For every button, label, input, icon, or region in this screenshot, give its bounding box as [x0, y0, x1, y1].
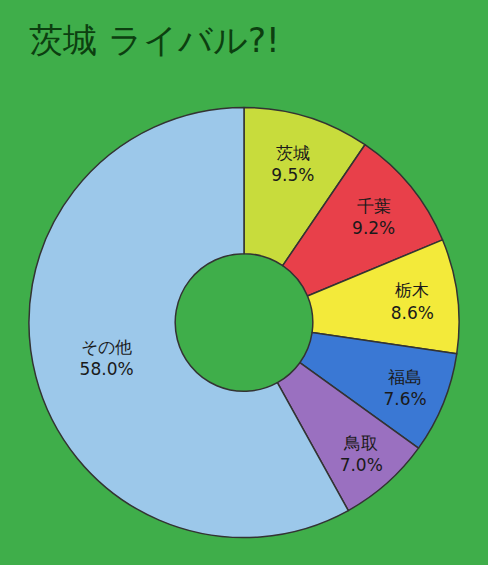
svg-text:茨城9.5%: 茨城9.5% [271, 143, 314, 185]
svg-text:茨城 ライバル?!: 茨城 ライバル?! [29, 20, 279, 60]
svg-text:福島7.6%: 福島7.6% [384, 367, 427, 409]
svg-text:栃木8.6%: 栃木8.6% [391, 280, 434, 322]
svg-text:鳥取7.0%: 鳥取7.0% [340, 433, 383, 475]
svg-text:その他58.0%: その他58.0% [80, 337, 134, 379]
svg-text:千葉9.2%: 千葉9.2% [352, 196, 395, 238]
